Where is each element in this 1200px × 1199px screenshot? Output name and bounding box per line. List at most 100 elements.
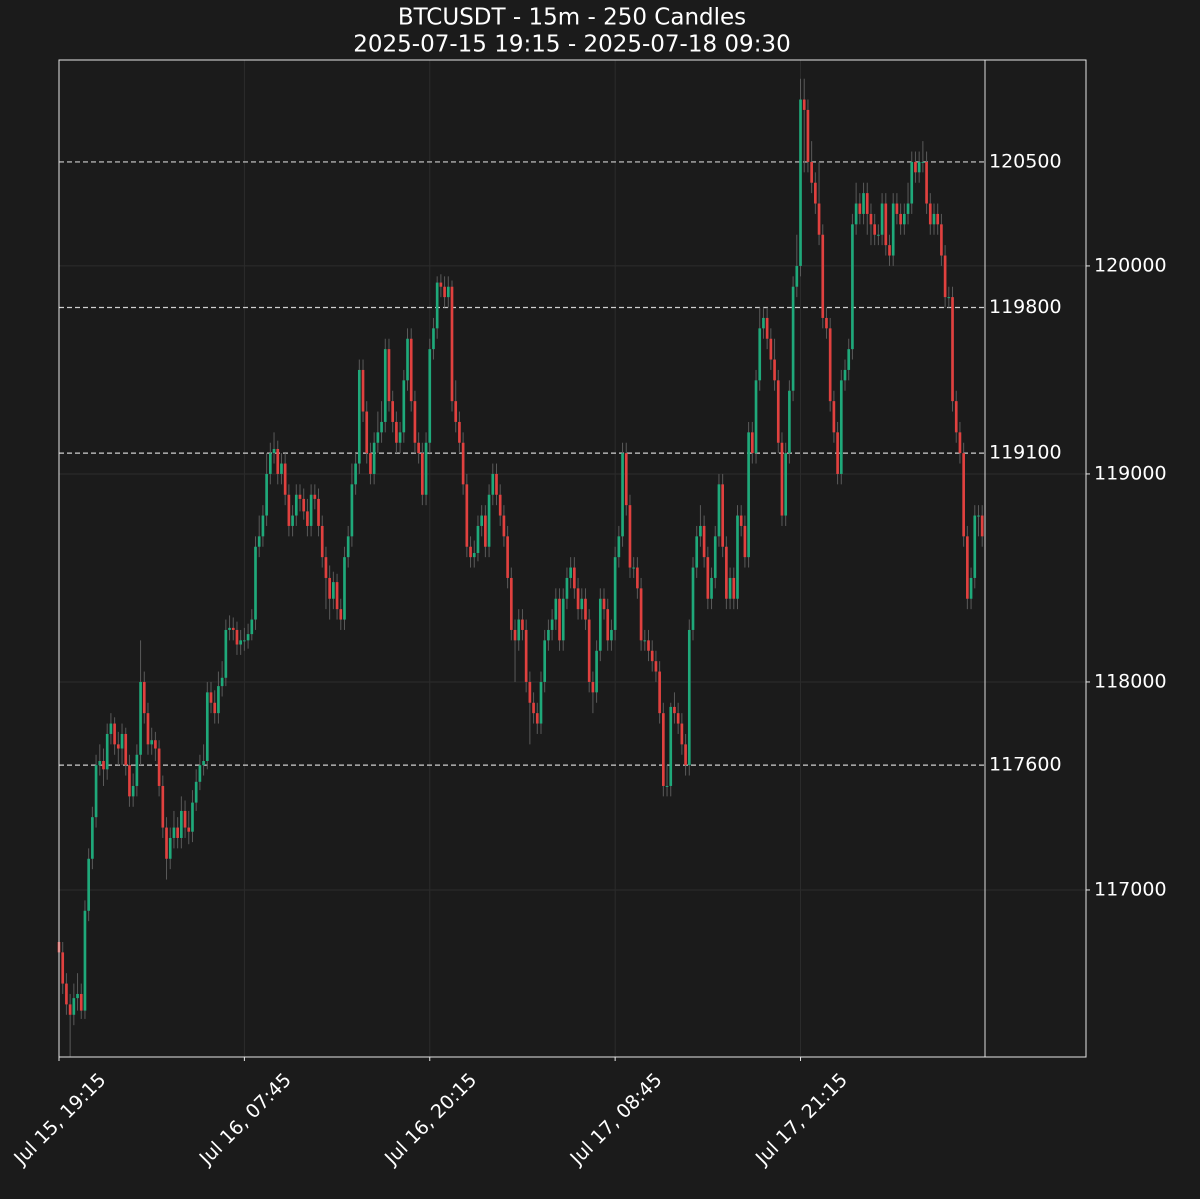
candle-body <box>150 740 154 745</box>
candle-body <box>317 498 320 526</box>
candle-body <box>176 827 179 838</box>
candle-body <box>776 380 780 443</box>
candle-body <box>328 577 331 599</box>
candle-body <box>547 629 550 641</box>
candle-body <box>484 515 487 547</box>
candle-body <box>561 598 565 641</box>
candle-body <box>183 810 187 828</box>
candle-body <box>940 224 943 256</box>
candle-body <box>235 629 239 645</box>
candle-body <box>357 369 361 464</box>
candle-body <box>750 432 754 454</box>
candle-body <box>313 494 317 499</box>
candle-body <box>432 328 435 350</box>
candle-body <box>254 546 257 620</box>
candle-body <box>217 686 220 714</box>
candle-body <box>495 473 498 495</box>
candle-body <box>120 733 124 749</box>
candle-body <box>91 817 94 859</box>
candle-body <box>165 827 168 859</box>
candle-body <box>228 627 231 630</box>
candle-body <box>569 567 572 578</box>
candle-body <box>628 505 632 568</box>
candle-body <box>966 536 969 599</box>
candle-body <box>339 609 343 620</box>
candle-body <box>187 827 191 832</box>
candle-body <box>287 494 291 526</box>
candle-body <box>135 754 139 786</box>
candle-body <box>906 203 910 214</box>
candle-body <box>72 998 76 1015</box>
candle-body <box>257 536 261 547</box>
candle-body <box>239 640 243 645</box>
candle-body <box>910 161 914 204</box>
candle-body <box>268 453 272 474</box>
candle-body <box>832 401 836 433</box>
candle-body <box>795 265 799 287</box>
candle-body <box>402 380 406 433</box>
candle-body <box>172 827 176 838</box>
candle-body <box>802 99 806 110</box>
candle-body <box>643 640 647 642</box>
candle-body <box>224 629 228 678</box>
candle-body <box>836 432 839 474</box>
candle-body <box>632 567 636 569</box>
candle-body <box>784 453 788 516</box>
candle-body <box>528 681 532 703</box>
candle-body <box>573 567 576 589</box>
candle-body <box>977 515 980 517</box>
candle-body <box>765 317 769 339</box>
candle-body <box>517 619 521 641</box>
candle-body <box>458 421 461 443</box>
candle-body <box>439 282 443 287</box>
candle-body <box>584 598 587 620</box>
candle-body <box>595 650 598 693</box>
candle-body <box>691 567 695 630</box>
candle-body <box>921 161 925 163</box>
candle-body <box>613 557 617 630</box>
candle-body <box>973 515 977 578</box>
candle-body <box>76 993 79 999</box>
candle-body <box>769 338 773 360</box>
candle-body <box>954 401 958 433</box>
candle-body <box>884 203 888 246</box>
level-label: 120500 <box>989 150 1062 172</box>
candles <box>57 78 984 1057</box>
levels <box>59 161 985 766</box>
candle-body <box>209 692 213 703</box>
candle-body <box>406 338 409 381</box>
candle-body <box>524 629 528 682</box>
y-tick-label: 120000 <box>1094 254 1167 276</box>
candle-body <box>168 837 172 859</box>
candle-body <box>917 161 921 173</box>
candle-body <box>354 463 357 485</box>
candle-body <box>817 203 821 235</box>
candle-body <box>350 484 354 537</box>
candle-body <box>417 442 420 454</box>
candle-body <box>343 557 346 620</box>
candle-body <box>621 453 624 537</box>
candle-body <box>721 484 724 547</box>
candle-body <box>191 802 194 832</box>
candle-body <box>265 473 268 516</box>
candle-body <box>480 515 483 526</box>
candle-body <box>980 515 984 537</box>
candle-body <box>654 661 658 672</box>
candle-body <box>87 858 90 911</box>
candle-body <box>762 317 765 329</box>
candle-body <box>157 748 161 786</box>
candle-body <box>465 484 469 547</box>
candle-body <box>773 359 776 381</box>
candle-body <box>695 536 699 568</box>
candle-body <box>395 421 398 443</box>
candle-body <box>521 619 524 630</box>
candle-body <box>246 634 250 641</box>
candle-body <box>799 99 802 266</box>
candle-body <box>324 557 328 578</box>
candle-body <box>302 498 306 512</box>
candle-body <box>472 552 476 558</box>
candle-body <box>435 282 439 329</box>
candle-body <box>105 733 109 770</box>
candle-body <box>513 629 517 641</box>
candle-body <box>591 681 595 693</box>
